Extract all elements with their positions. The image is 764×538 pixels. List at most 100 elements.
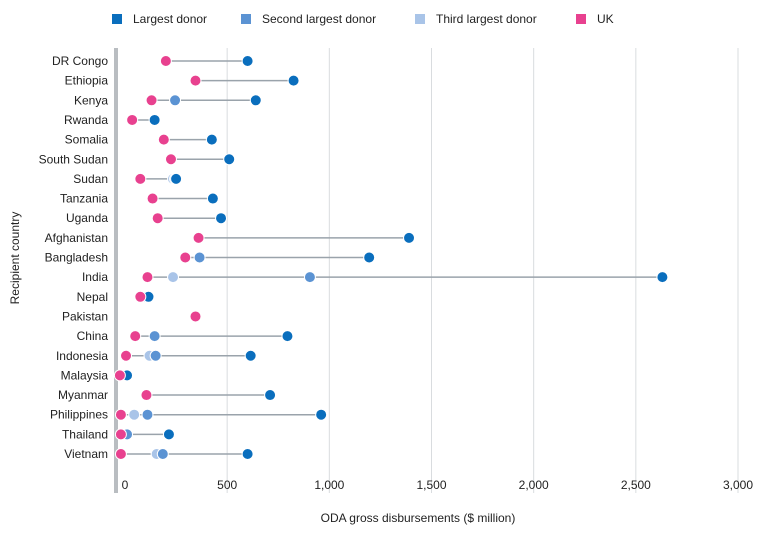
legend-label-second-largest-donor: Second largest donor [262,12,377,26]
rows: DR Congo Ethiopia Kenya Rwanda Somalia South … [39,54,669,461]
x-tick-labels: 0 500 1,000 1,500 2,000 2,500 3,000 [122,478,754,492]
row-indonesia: Indonesia [56,349,257,363]
row-bangladesh: Bangladesh [45,251,376,265]
dot-rwanda-uk[interactable] [126,113,139,126]
x-tick-label-2500: 2,500 [621,478,651,492]
y-label-uganda: Uganda [66,211,108,225]
dot-myanmar-uk[interactable] [140,389,153,402]
legend-label-uk: UK [597,12,614,26]
dot-myanmar-largest[interactable] [264,389,277,402]
dot-india-uk[interactable] [141,271,154,284]
dot-south-sudan-uk[interactable] [164,153,177,166]
x-tick-label-2000: 2,000 [519,478,549,492]
row-philippines: Philippines [50,408,328,422]
dot-tanzania-uk[interactable] [146,192,159,205]
dot-bangladesh-uk[interactable] [179,251,192,264]
y-label-malaysia: Malaysia [61,368,109,382]
legend-swatch-third-largest-donor [415,14,425,24]
dot-somalia-uk[interactable] [157,133,170,146]
dot-philippines-third[interactable] [128,408,141,421]
dot-india-second[interactable] [303,271,316,284]
dot-china-largest[interactable] [281,330,294,343]
dot-vietnam-uk[interactable] [114,448,127,460]
dot-philippines-largest[interactable] [315,408,328,421]
dot-rwanda-largest[interactable] [148,113,161,126]
y-label-kenya: Kenya [74,93,108,107]
dot-bangladesh-second[interactable] [193,251,206,264]
row-rwanda: Rwanda [64,113,161,127]
dot-india-third[interactable] [167,271,180,284]
dot-thailand-largest[interactable] [162,428,175,441]
row-india: India [82,270,669,284]
row-afghanistan: Afghanistan [45,231,416,245]
dot-indonesia-largest[interactable] [244,349,257,362]
y-label-indonesia: Indonesia [56,349,108,363]
y-label-philippines: Philippines [50,408,108,422]
dot-sudan-largest[interactable] [170,172,183,185]
x-tick-label-1500: 1,500 [416,478,446,492]
y-label-somalia: Somalia [65,133,109,147]
y-axis-title: Recipient country [8,212,22,305]
row-ethiopia: Ethiopia [65,74,300,88]
legend-item-second-largest-donor[interactable]: Second largest donor [241,12,376,26]
dot-india-largest[interactable] [656,271,669,284]
dot-dr-congo-uk[interactable] [159,55,172,67]
dot-dr-congo-largest[interactable] [241,55,254,67]
dot-vietnam-largest[interactable] [241,448,254,460]
row-nepal: Nepal [77,290,155,304]
dot-indonesia-second[interactable] [149,349,162,362]
y-label-nepal: Nepal [77,290,108,304]
row-somalia: Somalia [65,133,218,147]
row-kenya: Kenya [74,93,262,107]
y-label-pakistan: Pakistan [62,309,108,323]
x-tick-label-0: 0 [122,478,129,492]
dot-sudan-uk[interactable] [134,172,147,185]
legend-swatch-uk [576,14,586,24]
dot-china-second[interactable] [148,330,161,343]
row-pakistan: Pakistan [62,309,202,323]
dot-afghanistan-largest[interactable] [403,231,416,244]
dot-south-sudan-largest[interactable] [223,153,236,166]
y-axis-line [114,48,118,493]
dot-vietnam-second[interactable] [156,448,169,460]
dot-uganda-uk[interactable] [151,212,164,225]
dot-kenya-second[interactable] [169,94,182,107]
legend-item-uk[interactable]: UK [576,12,614,26]
dot-philippines-uk[interactable] [114,408,127,421]
row-china: China [77,329,294,343]
x-tick-label-3000: 3,000 [723,478,753,492]
y-label-south-sudan: South Sudan [39,152,108,166]
dot-kenya-uk[interactable] [145,94,158,107]
legend-swatch-second-largest-donor [241,14,251,24]
row-dr-congo: DR Congo [52,54,254,68]
row-vietnam: Vietnam [64,447,254,461]
dot-philippines-second[interactable] [141,408,154,421]
row-malaysia: Malaysia [61,368,134,382]
x-axis-title: ODA gross disbursements ($ million) [321,511,516,525]
dot-afghanistan-uk[interactable] [192,231,205,244]
y-label-afghanistan: Afghanistan [45,231,108,245]
dot-nepal-uk[interactable] [134,290,147,303]
legend: Largest donor Second largest donor Third… [0,0,764,40]
dot-malaysia-uk[interactable] [113,369,126,382]
dot-uganda-largest[interactable] [215,212,228,225]
y-label-thailand: Thailand [62,427,108,441]
dot-tanzania-largest[interactable] [206,192,219,205]
dot-indonesia-uk[interactable] [120,349,133,362]
dot-pakistan-uk[interactable] [189,310,202,323]
dot-kenya-largest[interactable] [249,94,262,107]
dot-ethiopia-largest[interactable] [287,74,300,87]
row-sudan: Sudan [73,172,183,186]
dot-ethiopia-uk[interactable] [189,74,202,87]
y-label-vietnam: Vietnam [64,447,108,461]
dot-china-uk[interactable] [129,330,142,343]
y-label-ethiopia: Ethiopia [65,74,109,88]
dot-somalia-largest[interactable] [205,133,218,146]
legend-swatch-largest-donor [112,14,122,24]
dot-bangladesh-largest[interactable] [363,251,376,264]
legend-label-third-largest-donor: Third largest donor [436,12,537,26]
dot-thailand-uk[interactable] [114,428,127,441]
legend-item-third-largest-donor[interactable]: Third largest donor [415,12,537,26]
legend-item-largest-donor[interactable]: Largest donor [112,12,207,26]
